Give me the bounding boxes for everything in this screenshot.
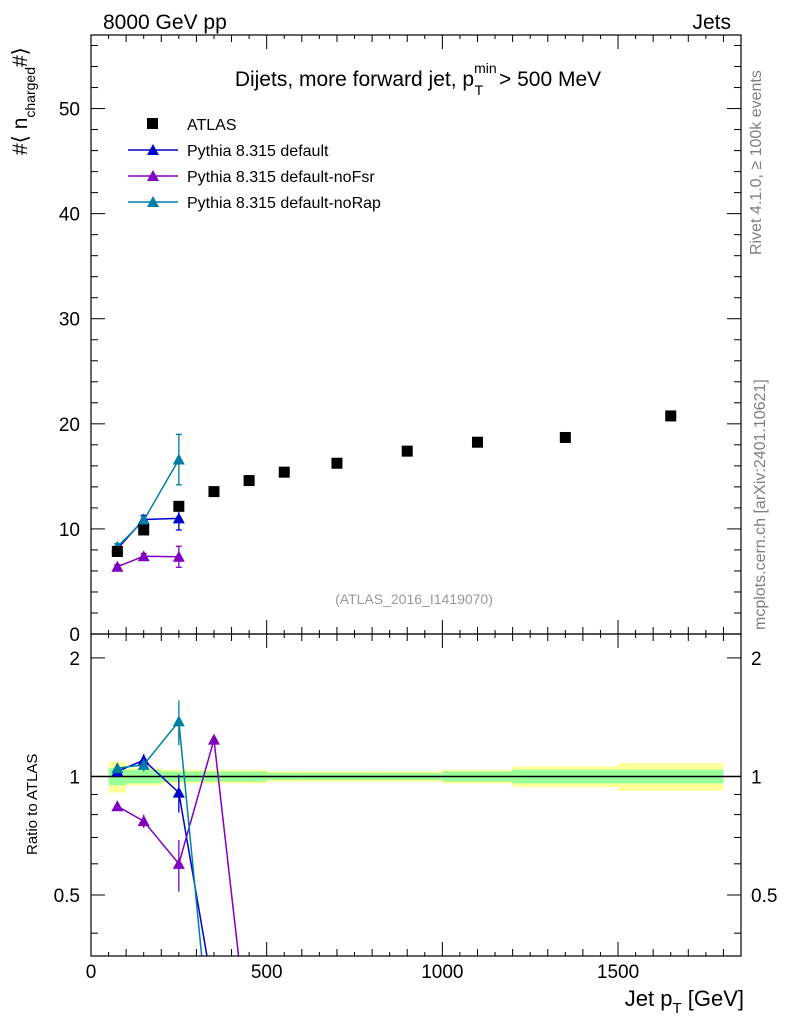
mcplots-label: mcplots.cern.ch [arXiv:2401.10621] [752,379,769,630]
legend: ATLAS Pythia 8.315 default Pythia 8.315 de… [128,117,381,212]
y-tick-label: 30 [59,310,80,331]
atlas-point [208,486,220,498]
ratio-y-tick-label: 1 [69,767,80,788]
atlas-point [173,500,185,512]
atlas-point [243,475,255,487]
y-tick-label: 0 [69,625,80,646]
plot-title: Dijets, more forward jet, pmin T > 500 Me… [235,60,601,98]
legend-label: ATLAS [187,117,237,134]
x-axis-label: Jet pT [GeV] [625,986,744,1017]
atlas-point [559,431,571,443]
atlas-point [138,524,150,536]
ratio-plot-marks [91,700,741,957]
legend-label: Pythia 8.315 default-noRap [187,195,381,212]
ratio-y-tick-label: 0.5 [54,886,80,907]
main-plot-marks [111,410,677,572]
atlas-point [331,457,343,469]
y-tick-label: 10 [59,520,80,541]
rivet-label: Rivet 4.1.0, ≥ 100k events [748,70,765,255]
ratio-point [172,715,185,727]
legend-marker [147,170,159,181]
ratio-series-line [117,719,203,957]
legend-marker [147,196,159,207]
y-tick-label: 40 [59,205,80,226]
ratio-y-tick-label-right: 1 [751,767,762,788]
ratio-point [111,762,124,774]
ratio-series-line [117,759,208,957]
ratio-point [111,800,124,812]
ratio-point [137,815,150,827]
ratio-ticks: 0 500 1000 1500 0.5 0.5 1 1 2 2 [54,634,777,983]
y-tick-label: 20 [59,415,80,436]
atlas-point [111,546,123,558]
ratio-point [137,758,150,770]
ratio-y-tick-label-right: 0.5 [751,886,777,907]
header-left: 8000 GeV pp [103,11,227,34]
x-tick-label: 0 [86,962,97,983]
ratio-point [172,786,185,798]
y-tick-label: 50 [59,100,80,121]
main-ticks: 0 10 20 30 40 50 [59,35,741,646]
ratio-y-label: Ratio to ATLAS [24,754,41,855]
x-tick-label: 1000 [421,962,463,983]
ratio-panel: 0 500 1000 1500 0.5 0.5 1 1 2 2 Ratio to ATLAS [24,633,777,983]
series-line [117,555,179,568]
ratio-y-tick-label: 2 [69,649,80,670]
atlas-point [401,445,413,457]
ratio-y-tick-label-right: 2 [751,649,762,670]
legend-label: Pythia 8.315 default-noFsr [187,169,375,186]
atlas-point [665,410,677,422]
ratio-point [172,857,185,869]
series-point [137,550,150,562]
header-right: Jets [692,11,731,34]
analysis-id: (ATLAS_2016_I1419070) [335,591,493,607]
atlas-point [471,436,483,448]
x-tick-label: 500 [251,962,283,983]
atlas-point [278,466,290,478]
legend-marker [147,144,159,155]
main-panel: 0 10 20 30 40 50 Dijets, more forward jet, pm… [9,34,742,646]
ratio-point [207,733,220,745]
series-point [111,560,124,572]
series-point [172,512,185,524]
y-axis-label: #⟨ ncharged#⟩ [9,47,38,155]
series-point [137,514,150,526]
ratio-frame [90,633,742,957]
legend-label: Pythia 8.315 default [187,143,329,160]
x-tick-label: 1500 [597,962,639,983]
legend-marker-atlas [147,118,158,129]
series-point [172,550,185,562]
series-point [172,453,185,465]
